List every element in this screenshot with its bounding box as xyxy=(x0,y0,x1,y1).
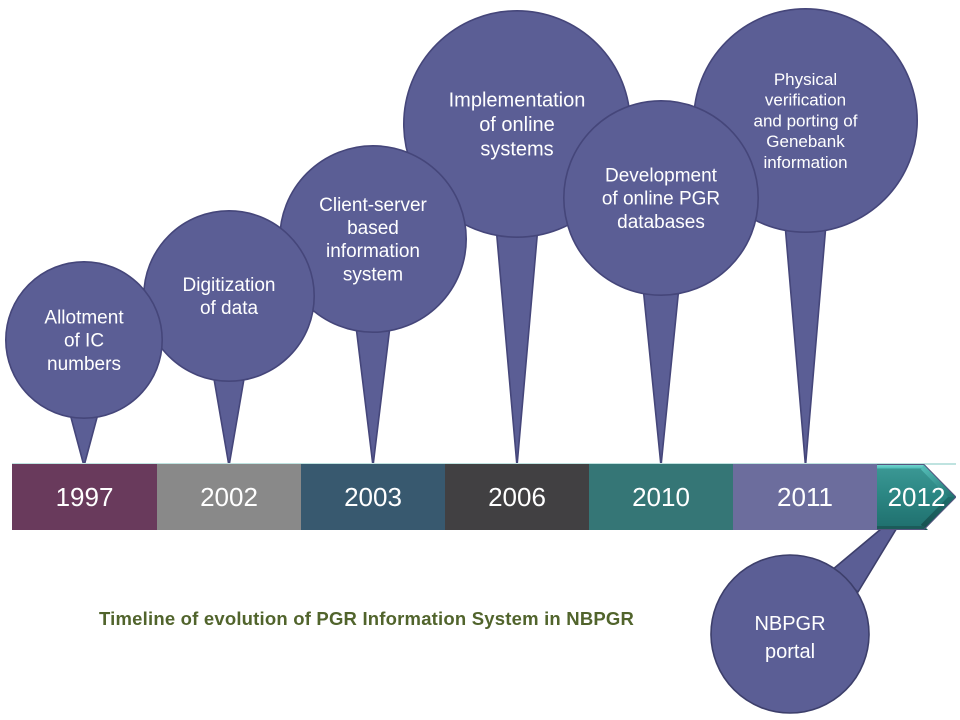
svg-text:of IC: of IC xyxy=(64,331,104,352)
svg-text:based: based xyxy=(347,218,399,239)
svg-text:Allotment: Allotment xyxy=(44,308,124,329)
svg-text:Development: Development xyxy=(605,166,718,187)
svg-text:portal: portal xyxy=(765,641,815,663)
svg-text:and porting of: and porting of xyxy=(753,112,857,131)
svg-text:Physical: Physical xyxy=(773,70,836,89)
svg-text:of data: of data xyxy=(200,298,259,319)
svg-text:Genebank: Genebank xyxy=(766,132,845,151)
svg-text:systems: systems xyxy=(480,138,553,160)
svg-text:NBPGR: NBPGR xyxy=(754,613,825,635)
svg-text:databases: databases xyxy=(617,212,705,233)
svg-text:information: information xyxy=(326,241,420,262)
svg-text:of online PGR: of online PGR xyxy=(602,189,720,210)
svg-text:system: system xyxy=(343,264,403,285)
svg-text:Digitization: Digitization xyxy=(183,275,276,296)
svg-text:numbers: numbers xyxy=(47,354,121,375)
svg-text:of online: of online xyxy=(479,114,555,136)
svg-text:Client-server: Client-server xyxy=(319,195,427,216)
svg-text:verification: verification xyxy=(764,91,845,110)
svg-text:information: information xyxy=(763,153,847,172)
